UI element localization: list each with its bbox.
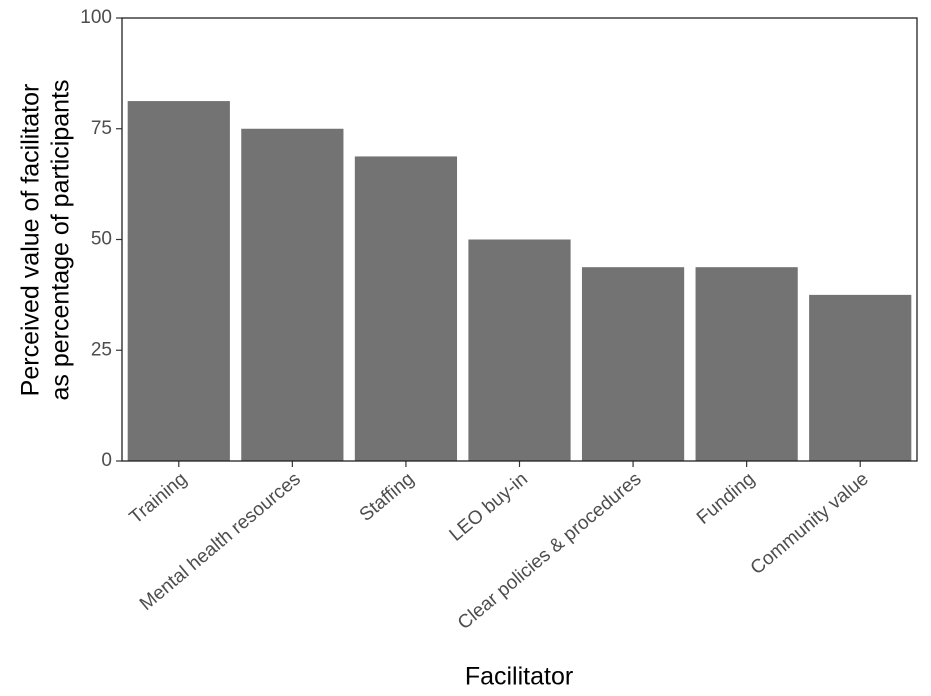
x-axis-title: Facilitator	[465, 663, 573, 691]
plot-frame	[121, 17, 918, 462]
y-tick-label: 0	[101, 450, 112, 471]
x-tick-label: LEO buy-in	[446, 469, 532, 546]
bar	[468, 239, 571, 461]
bar	[809, 294, 912, 461]
x-tick-label: Funding	[693, 469, 759, 529]
x-tick-label: Staffing	[356, 469, 419, 526]
y-tick-label: 100	[80, 7, 112, 28]
bar	[695, 267, 798, 461]
y-axis-title: as percentage of participants	[47, 79, 75, 400]
x-tick-label: Training	[126, 469, 192, 529]
bar	[241, 128, 344, 461]
bar	[127, 101, 230, 461]
x-tick-label: Community value	[747, 469, 873, 579]
y-tick-label: 25	[91, 339, 112, 360]
bar	[581, 267, 685, 461]
y-tick-label: 50	[91, 229, 112, 250]
y-axis-title: Perceived value of facilitator	[17, 84, 45, 397]
bar	[354, 156, 458, 461]
y-tick-label: 75	[91, 118, 112, 139]
x-tick-label: Clear policies & procedures	[454, 469, 645, 634]
